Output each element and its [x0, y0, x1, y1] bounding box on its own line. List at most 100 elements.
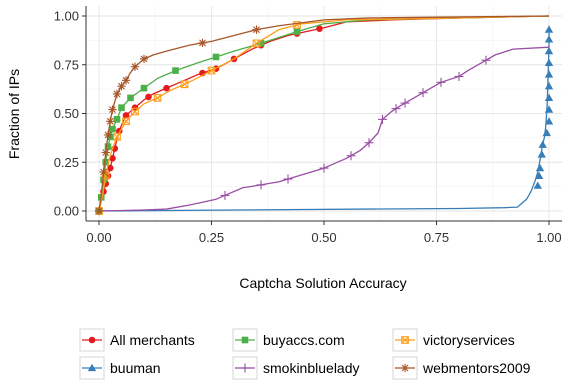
legend-key-marker [400, 363, 410, 373]
data-point-smokinbluelady [256, 180, 266, 190]
data-point-smokinbluelady [418, 88, 428, 98]
data-point-buuman [537, 150, 546, 158]
data-point-buyaccs-com [140, 84, 148, 92]
data-point-webmentors2009 [94, 206, 104, 216]
data-point-buyaccs-com [104, 143, 112, 150]
series-line-smokinbluelady [98, 46, 550, 212]
grid [86, 6, 562, 221]
series-smokinbluelady [98, 46, 550, 212]
data-point-webmentors2009 [252, 25, 261, 34]
x-axis-title: Captcha Solution Accuracy [239, 275, 406, 291]
y-tick-label: 0.00 [54, 204, 79, 219]
data-point-victoryservices [113, 133, 121, 141]
data-point-buuman [544, 117, 554, 125]
x-tick-label: 0.25 [199, 230, 224, 245]
legend-item-all-merchants: All merchants [79, 328, 195, 352]
data-point-smokinbluelady [283, 174, 293, 184]
data-point-buuman [542, 128, 551, 137]
data-point-buyaccs-com [102, 158, 110, 166]
legend: All merchants buyaccs.com victoryservices b… [72, 320, 564, 380]
data-point-all-merchants [106, 164, 114, 172]
data-point-buyaccs-com [100, 176, 107, 184]
data-point-victoryservices [153, 94, 162, 102]
legend-label: webmentors2009 [422, 360, 531, 376]
data-point-webmentors2009 [117, 82, 126, 91]
x-tick-label: 0.00 [86, 230, 111, 245]
data-point-smokinbluelady [391, 104, 401, 114]
data-point-buuman [533, 181, 542, 189]
data-point-victoryservices [122, 117, 130, 126]
legend-label: smokinbluelady [263, 360, 360, 376]
legend-key-marker [241, 336, 249, 344]
data-point-webmentors2009 [198, 38, 207, 48]
data-point-victoryservices [180, 80, 189, 89]
data-point-all-merchants [163, 84, 170, 92]
legend-label: victoryservices [423, 332, 515, 348]
data-point-victoryservices [207, 66, 216, 75]
data-point-smokinbluelady [400, 98, 410, 108]
data-point-buuman [544, 82, 554, 90]
data-point-smokinbluelady [436, 77, 446, 87]
data-point-buuman [544, 35, 554, 43]
data-point-webmentors2009 [99, 167, 108, 177]
data-point-buuman [544, 25, 554, 33]
data-point-victoryservices [131, 107, 139, 116]
data-point-buyaccs-com [293, 28, 301, 35]
legend-item-buyaccs-com: buyaccs.com [232, 328, 345, 352]
data-point-buuman [544, 70, 554, 78]
data-point-webmentors2009 [121, 76, 131, 85]
y-tick-label: 0.50 [54, 106, 79, 121]
data-point-webmentors2009 [139, 54, 149, 64]
data-point-buyaccs-com [113, 116, 121, 123]
data-point-webmentors2009 [103, 130, 113, 140]
x-tick-label: 0.75 [424, 230, 449, 245]
data-point-buuman [535, 163, 545, 172]
data-point-smokinbluelady [481, 55, 491, 65]
data-point-webmentors2009 [130, 62, 140, 71]
data-point-all-merchants [122, 112, 130, 119]
data-point-victoryservices [252, 39, 261, 48]
data-point-webmentors2009 [112, 89, 122, 99]
data-point-all-merchants [316, 25, 323, 32]
y-tick-label: 0.25 [54, 155, 79, 170]
data-point-buuman [538, 140, 547, 148]
y-tick-label: 0.75 [54, 57, 79, 72]
data-point-buyaccs-com [109, 125, 116, 133]
legend-key-marker [87, 363, 97, 372]
data-point-webmentors2009 [108, 105, 117, 114]
y-tick-label: 1.00 [54, 9, 79, 24]
data-point-smokinbluelady [220, 190, 230, 200]
x-tick-label: 1.00 [536, 230, 561, 245]
legend-item-victoryservices: victoryservices [392, 328, 515, 352]
series-line-buyaccs-com [98, 15, 550, 212]
legend-item-smokinbluelady: smokinbluelady [232, 356, 360, 380]
data-point-buuman [534, 171, 544, 180]
legend-key-marker [401, 336, 409, 344]
y-axis-title: Fraction of IPs [6, 69, 22, 159]
data-point-buyaccs-com [257, 40, 265, 47]
data-point-buyaccs-com [118, 104, 125, 111]
legend-key-marker [88, 336, 96, 344]
data-point-buyaccs-com [172, 67, 179, 74]
series-webmentors2009 [94, 15, 550, 216]
data-point-buyaccs-com [212, 53, 220, 61]
series-buuman [98, 25, 554, 212]
legend-label: All merchants [110, 332, 195, 348]
data-point-all-merchants [145, 93, 152, 101]
legend-item-webmentors2009: webmentors2009 [392, 356, 531, 380]
data-point-smokinbluelady [364, 138, 374, 148]
data-point-webmentors2009 [101, 148, 110, 157]
data-point-all-merchants [109, 155, 116, 162]
data-point-smokinbluelady [378, 114, 387, 124]
data-point-buuman [544, 58, 554, 66]
legend-label: buuman [110, 360, 161, 376]
data-point-buuman [544, 105, 554, 113]
series-lines [94, 15, 554, 216]
data-point-smokinbluelady [454, 71, 464, 81]
axes: 0.00 0.25 0.50 0.75 1.00 0.00 0.25 0.50 0.75 1.00 [54, 6, 562, 245]
data-point-buuman [544, 93, 554, 102]
legend-box [72, 320, 564, 380]
data-point-buuman [544, 46, 554, 55]
x-tick-label: 0.50 [311, 230, 336, 245]
